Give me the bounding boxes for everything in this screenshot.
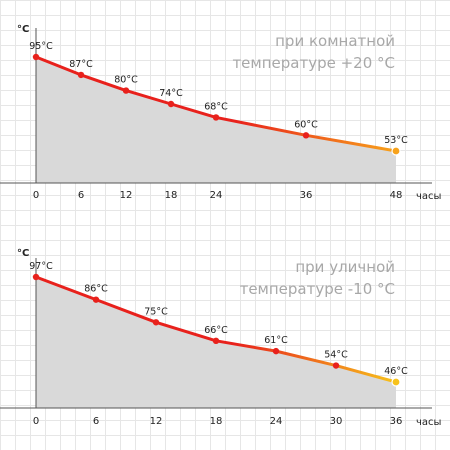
data-label: 86°C (84, 284, 108, 295)
x-tick-label: 30 (330, 416, 343, 427)
x-tick-label: 36 (390, 416, 403, 427)
points-2 (32, 273, 401, 387)
x-tick-label: 36 (300, 190, 313, 201)
data-label: 53°C (384, 135, 408, 146)
data-labels-2: 97°C 86°C 75°C 66°C 61°C 54°C 46°C (29, 261, 408, 377)
chart-outdoor-temperature: 97°C 86°C 75°C 66°C 61°C 54°C 46°C 0 6 12 18 24 30 3… (0, 248, 441, 428)
data-point (167, 100, 175, 108)
data-label: 68°C (204, 101, 228, 112)
chart-title-1-line-2: температуре +20 °C (232, 54, 395, 72)
data-label: 87°C (69, 59, 93, 70)
x-tick-label: 24 (270, 416, 283, 427)
data-label: 95°C (29, 41, 53, 52)
data-label: 60°C (294, 119, 318, 130)
data-point (332, 362, 340, 369)
data-point (122, 87, 130, 94)
x-tick-label: 24 (210, 190, 223, 201)
data-point (272, 347, 280, 355)
data-label: 61°C (264, 335, 288, 346)
x-tick-label: 6 (93, 416, 99, 427)
y-unit-label-1: °C (17, 24, 29, 35)
data-label: 74°C (159, 88, 183, 99)
chart-title-1-line-1: при комнатной (275, 32, 395, 50)
data-label: 75°C (144, 306, 168, 317)
chart-title-2-line-2: температуре -10 °C (240, 280, 395, 298)
x-tick-label: 0 (33, 190, 39, 201)
data-label: 54°C (324, 350, 348, 361)
data-point (212, 114, 220, 121)
chart-title-2-line-1: при уличной (295, 258, 395, 276)
data-point (92, 296, 100, 303)
data-point (152, 319, 160, 326)
data-labels-1: 95°C 87°C 80°C 74°C 68°C 60°C 53°C (29, 41, 408, 146)
x-unit-label-2: часы (416, 417, 441, 428)
data-point (391, 377, 401, 387)
x-tick-label: 48 (390, 190, 403, 201)
chart-room-temperature: 95°C 87°C 80°C 74°C 68°C 60°C 53°C 0 6 12 18 24 36 4… (0, 24, 441, 202)
data-point (32, 273, 40, 281)
x-tick-label: 18 (210, 416, 223, 427)
data-point (302, 132, 310, 139)
x-unit-label-1: часы (416, 191, 441, 202)
points-1 (32, 53, 401, 156)
x-tick-label: 18 (165, 190, 178, 201)
data-point (391, 146, 401, 156)
data-point (77, 71, 85, 79)
x-tick-label: 12 (120, 190, 133, 201)
x-tick-label: 12 (150, 416, 163, 427)
y-unit-label-2: °C (17, 248, 29, 259)
data-label: 80°C (114, 75, 138, 86)
data-label: 97°C (29, 261, 53, 272)
data-label: 46°C (384, 366, 408, 377)
x-ticks-1: 0 6 12 18 24 36 48 (33, 190, 403, 201)
data-point (212, 337, 220, 345)
x-tick-label: 6 (78, 190, 84, 201)
data-point (32, 53, 40, 61)
x-ticks-2: 0 6 12 18 24 30 36 (33, 416, 403, 427)
x-tick-label: 0 (33, 416, 39, 427)
data-label: 66°C (204, 325, 228, 336)
